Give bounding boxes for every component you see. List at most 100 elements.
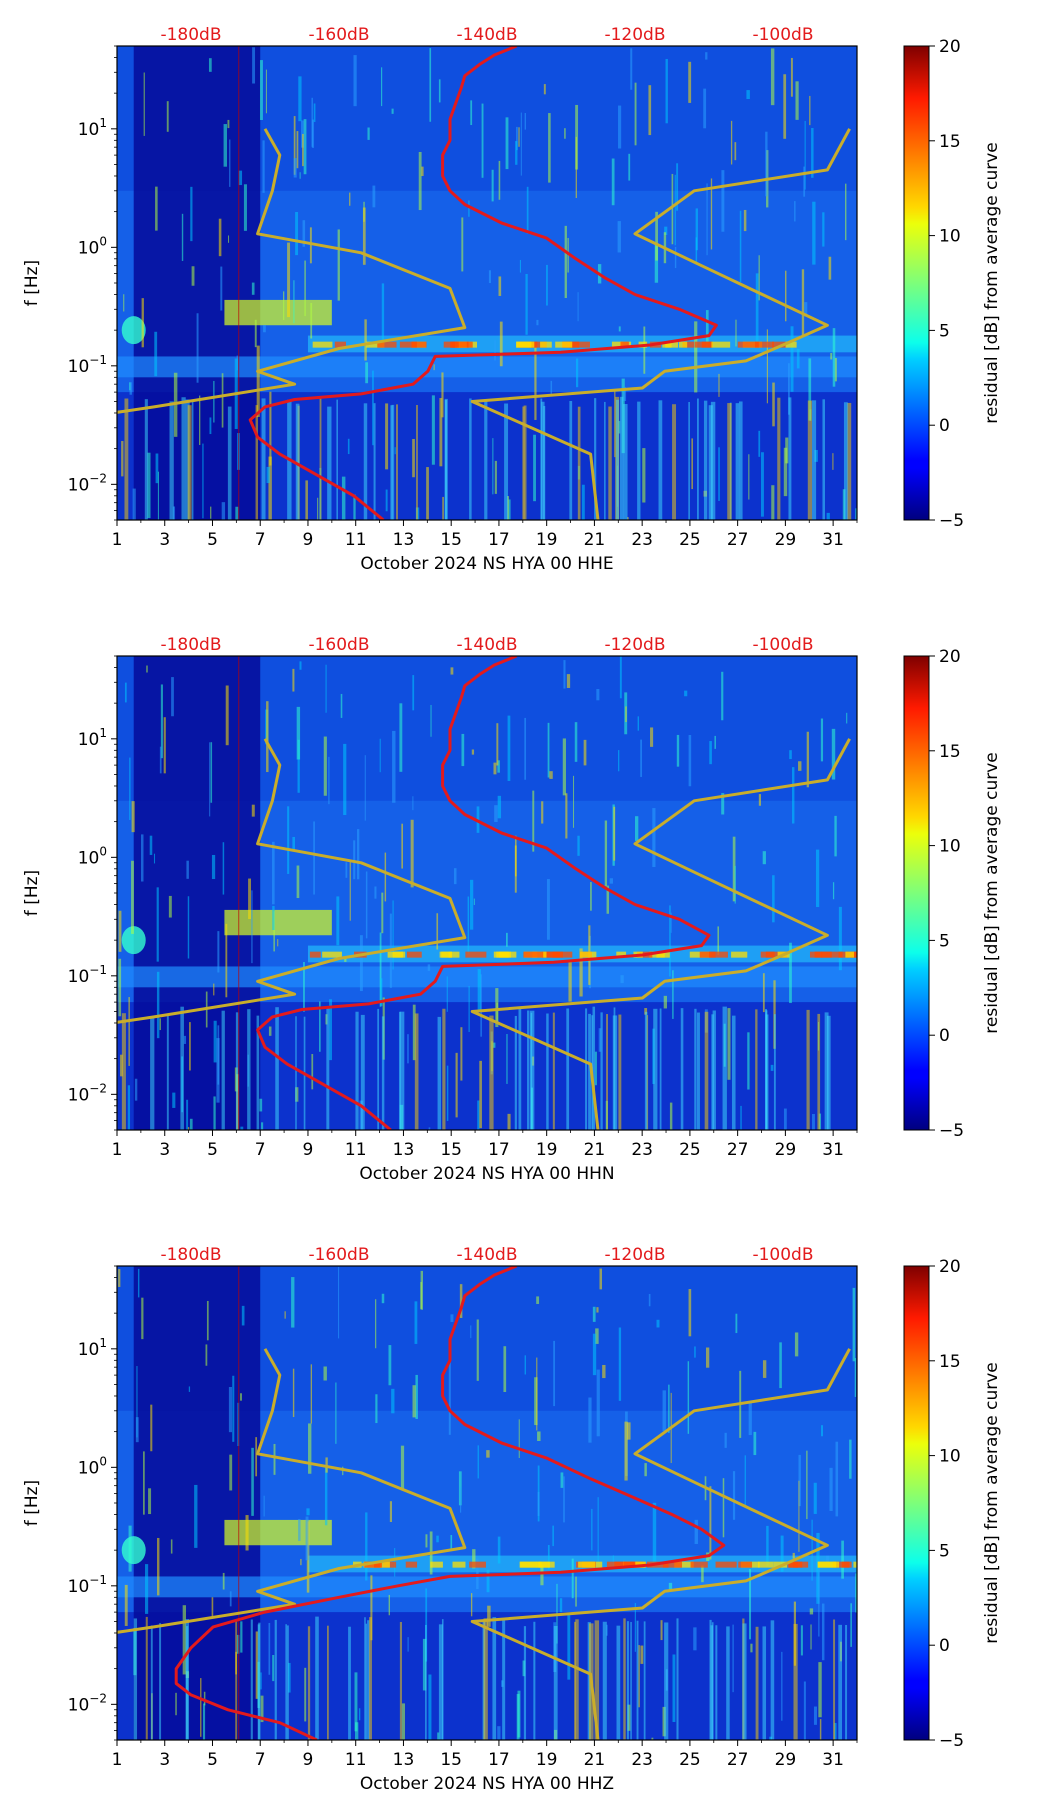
x-tick-label: 7 <box>255 1750 266 1770</box>
colorbar-tick-label: 15 <box>939 132 961 152</box>
x-tick-label: 3 <box>159 1140 170 1160</box>
db-scale-label: -120dB <box>604 635 665 655</box>
colorbar-label: residual [dB] from average curve <box>982 752 1002 1033</box>
x-tick-label: 1 <box>112 1750 123 1770</box>
db-scale-label: -100dB <box>752 1245 813 1265</box>
x-tick-label: 19 <box>536 530 558 550</box>
db-scale-label: -100dB <box>752 635 813 655</box>
colorbar-tick-label: 20 <box>939 37 961 57</box>
x-tick-label: 5 <box>207 530 218 550</box>
mean-curve <box>174 1266 726 1740</box>
x-tick-label: 27 <box>727 530 749 550</box>
y-tick-label: 10−2 <box>68 1081 107 1105</box>
x-tick-label: 7 <box>255 530 266 550</box>
colorbar-tick-label: 10 <box>939 837 961 857</box>
model-curve <box>117 128 467 414</box>
x-tick-label: 27 <box>727 1750 749 1770</box>
y-tick-label: 101 <box>78 1336 107 1360</box>
colorbar-tick-label: 10 <box>939 227 961 247</box>
heatmap <box>117 656 857 1130</box>
y-tick-label: 10−1 <box>68 1573 107 1597</box>
x-tick-label: 29 <box>775 1140 797 1160</box>
spectrogram-panel: 1 3 5 7 9 11 13 15 17 19 21 23 25 27 29 3110110010−110−… <box>22 25 1002 574</box>
y-tick-label: 10−1 <box>68 353 107 377</box>
x-tick-label: 23 <box>631 1750 653 1770</box>
spectrogram-panel: 1 3 5 7 9 11 13 15 17 19 21 23 25 27 29 3110110010−110−… <box>22 635 1002 1184</box>
mean-curve <box>256 656 711 1130</box>
x-tick-label: 15 <box>440 1140 462 1160</box>
spectrogram-panel: 1 3 5 7 9 11 13 15 17 19 21 23 25 27 29 3110110010−110−… <box>22 1245 1002 1794</box>
colorbar-label: residual [dB] from average curve <box>982 1362 1002 1643</box>
y-axis-label: f [Hz] <box>22 870 42 916</box>
db-scale-label: -160dB <box>308 25 369 45</box>
y-tick-label: 101 <box>78 116 107 140</box>
colorbar-tick-label: 10 <box>939 1447 961 1467</box>
x-tick-label: 31 <box>822 530 844 550</box>
x-tick-label: 3 <box>159 530 170 550</box>
db-scale-label: -140dB <box>456 1245 517 1265</box>
x-tick-label: 15 <box>440 530 462 550</box>
x-tick-label: 19 <box>536 1750 558 1770</box>
y-tick-label: 100 <box>78 234 107 258</box>
y-tick-label: 100 <box>78 1454 107 1478</box>
x-axis-label: October 2024 NS HYA 00 HHZ <box>360 1774 614 1794</box>
db-scale-label: -180dB <box>160 1245 221 1265</box>
x-tick-label: 7 <box>255 1140 266 1160</box>
colorbar-tick-label: −5 <box>939 1731 964 1751</box>
colorbar-tick-label: 20 <box>939 1257 961 1277</box>
x-tick-label: 23 <box>631 1140 653 1160</box>
x-tick-label: 17 <box>488 530 510 550</box>
y-axis-label: f [Hz] <box>22 260 42 306</box>
x-tick-label: 9 <box>303 1140 314 1160</box>
heatmap <box>117 1266 857 1740</box>
colorbar-tick-label: 15 <box>939 742 961 762</box>
mean-curve <box>248 46 718 520</box>
x-tick-label: 29 <box>775 530 797 550</box>
db-scale-label: -160dB <box>308 635 369 655</box>
colorbar-tick-label: 15 <box>939 1352 961 1372</box>
x-tick-label: 27 <box>727 1140 749 1160</box>
colorbar-tick-label: 0 <box>939 416 950 436</box>
colorbar: 20 15 10 5 0 −5 residual [dB] from average cur… <box>903 1257 1002 1751</box>
db-scale-label: -140dB <box>456 25 517 45</box>
x-tick-label: 31 <box>822 1750 844 1770</box>
colorbar-tick-label: 5 <box>939 931 950 951</box>
y-tick-label: 10−1 <box>68 963 107 987</box>
y-tick-label: 10−2 <box>68 1691 107 1715</box>
x-tick-label: 13 <box>393 1140 415 1160</box>
x-tick-label: 1 <box>112 530 123 550</box>
x-tick-label: 13 <box>393 1750 415 1770</box>
x-tick-label: 21 <box>584 530 606 550</box>
x-tick-label: 3 <box>159 1750 170 1770</box>
x-tick-label: 17 <box>488 1140 510 1160</box>
x-axis-label: October 2024 NS HYA 00 HHE <box>360 554 613 574</box>
heatmap <box>117 46 857 520</box>
x-tick-label: 9 <box>303 1750 314 1770</box>
colorbar-tick-label: 0 <box>939 1636 950 1656</box>
x-axis-label: October 2024 NS HYA 00 HHN <box>359 1164 614 1184</box>
db-scale-label: -100dB <box>752 25 813 45</box>
x-tick-label: 11 <box>345 1140 367 1160</box>
colorbar: 20 15 10 5 0 −5 residual [dB] from average cur… <box>903 37 1002 531</box>
x-tick-label: 23 <box>631 530 653 550</box>
colorbar-tick-label: 0 <box>939 1026 950 1046</box>
x-tick-label: 17 <box>488 1750 510 1770</box>
db-scale-label: -120dB <box>604 25 665 45</box>
x-tick-label: 15 <box>440 1750 462 1770</box>
x-tick-label: 1 <box>112 1140 123 1160</box>
x-tick-label: 11 <box>345 530 367 550</box>
x-tick-label: 25 <box>679 1140 701 1160</box>
y-tick-label: 101 <box>78 726 107 750</box>
colorbar-tick-label: 20 <box>939 647 961 667</box>
db-scale-label: -160dB <box>308 1245 369 1265</box>
model-curve <box>470 738 851 1130</box>
y-tick-label: 100 <box>78 844 107 868</box>
colorbar-tick-label: 5 <box>939 1541 950 1561</box>
db-scale-label: -120dB <box>604 1245 665 1265</box>
db-scale-label: -140dB <box>456 635 517 655</box>
model-curve <box>470 1348 851 1740</box>
x-tick-label: 5 <box>207 1140 218 1160</box>
db-scale-label: -180dB <box>160 635 221 655</box>
x-tick-label: 9 <box>303 530 314 550</box>
